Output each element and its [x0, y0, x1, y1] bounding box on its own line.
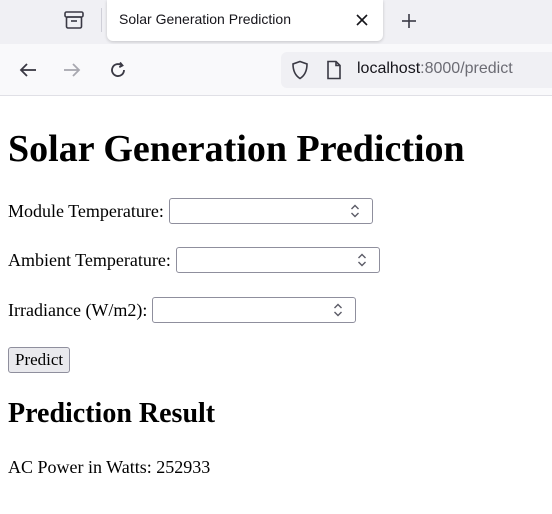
- result-text: AC Power in Watts: 252933: [8, 457, 210, 478]
- url-text[interactable]: localhost:8000/predict: [357, 60, 513, 78]
- url-path: :8000/predict: [420, 60, 513, 77]
- result-label: AC Power in Watts:: [8, 457, 152, 477]
- module-temperature-label: Module Temperature:: [8, 200, 164, 221]
- page-content: Solar Generation Prediction Module Tempe…: [0, 97, 552, 514]
- predict-button[interactable]: Predict: [8, 347, 71, 373]
- tab-bar: Solar Generation Prediction: [0, 0, 552, 44]
- module-temperature-spinner[interactable]: [346, 202, 364, 220]
- tab-list-button[interactable]: [58, 6, 90, 34]
- tab-list-icon: [64, 11, 84, 29]
- spinner-icon: [350, 204, 359, 218]
- irradiance-label: Irradiance (W/m2):: [8, 299, 148, 320]
- navigation-bar: localhost:8000/predict: [0, 44, 552, 96]
- url-host: localhost: [357, 60, 421, 77]
- active-tab[interactable]: Solar Generation Prediction: [107, 0, 383, 41]
- new-tab-button[interactable]: [396, 8, 422, 34]
- tab-separator: [101, 8, 102, 32]
- page-icon: [327, 60, 341, 80]
- tracking-protection-button[interactable]: [289, 59, 311, 81]
- irradiance-input[interactable]: [152, 297, 357, 323]
- irradiance-spinner[interactable]: [329, 301, 347, 319]
- ambient-temperature-row: Ambient Temperature:: [8, 247, 380, 273]
- module-temperature-row: Module Temperature:: [8, 198, 373, 224]
- close-icon: [356, 14, 368, 26]
- arrow-left-icon: [19, 63, 36, 77]
- module-temperature-input[interactable]: [168, 198, 373, 224]
- ambient-temperature-spinner[interactable]: [353, 251, 371, 269]
- shield-icon: [292, 60, 308, 80]
- reload-button[interactable]: [105, 57, 131, 83]
- arrow-right-icon: [64, 63, 81, 77]
- page-title: Solar Generation Prediction: [8, 128, 465, 170]
- reload-icon: [111, 61, 125, 77]
- irradiance-row: Irradiance (W/m2):: [8, 297, 357, 323]
- spinner-icon: [357, 253, 366, 267]
- forward-button[interactable]: [59, 57, 85, 83]
- tab-close-button[interactable]: [351, 9, 373, 31]
- ambient-temperature-label: Ambient Temperature:: [8, 249, 171, 270]
- result-value: 252933: [156, 457, 211, 477]
- ambient-temperature-input[interactable]: [175, 247, 380, 273]
- plus-icon: [402, 14, 416, 28]
- spinner-icon: [334, 303, 343, 317]
- page-info-button[interactable]: [323, 59, 345, 81]
- result-heading: Prediction Result: [8, 398, 216, 429]
- tab-title: Solar Generation Prediction: [119, 11, 291, 27]
- back-button[interactable]: [15, 57, 41, 83]
- url-bar[interactable]: localhost:8000/predict: [281, 52, 552, 88]
